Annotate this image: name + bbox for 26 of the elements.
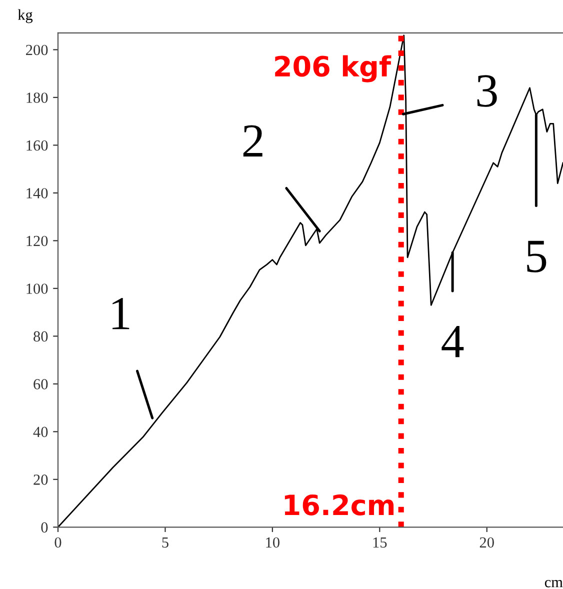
annotation: 2 — [243, 125, 262, 157]
y-tick-label: 20 — [34, 474, 48, 485]
y-tick-label: 80 — [34, 331, 48, 342]
x-tick-label: 5 — [162, 537, 168, 548]
x-tick-label: 15 — [373, 537, 387, 548]
annotation: 5 — [527, 240, 546, 272]
y-tick-label: 0 — [41, 522, 48, 533]
ref-line-label: 16.2cm — [284, 494, 394, 516]
y-tick-label: 100 — [26, 284, 48, 294]
y-tick-label: 40 — [33, 426, 48, 438]
annotation: 4 — [442, 326, 464, 358]
y-tick-label: 200 — [26, 44, 48, 56]
annotation: 3 — [477, 75, 497, 107]
x-axis-title: cm — [544, 580, 563, 588]
y-tick-label: 140 — [26, 188, 48, 198]
line-series — [58, 34, 563, 528]
y-tick-label: 120 — [26, 236, 48, 246]
annotation: 206 kgf — [275, 55, 392, 82]
y-axis-title: kg — [18, 9, 33, 24]
x-tick-label: 20 — [480, 537, 494, 548]
annotation: 1 — [112, 298, 130, 330]
y-tick-label: 180 — [26, 92, 48, 103]
x-tick-label: 10 — [266, 537, 280, 548]
y-tick-label: 160 — [26, 140, 48, 151]
x-tick-label: 0 — [54, 537, 62, 548]
y-tick-label: 60 — [34, 379, 48, 390]
